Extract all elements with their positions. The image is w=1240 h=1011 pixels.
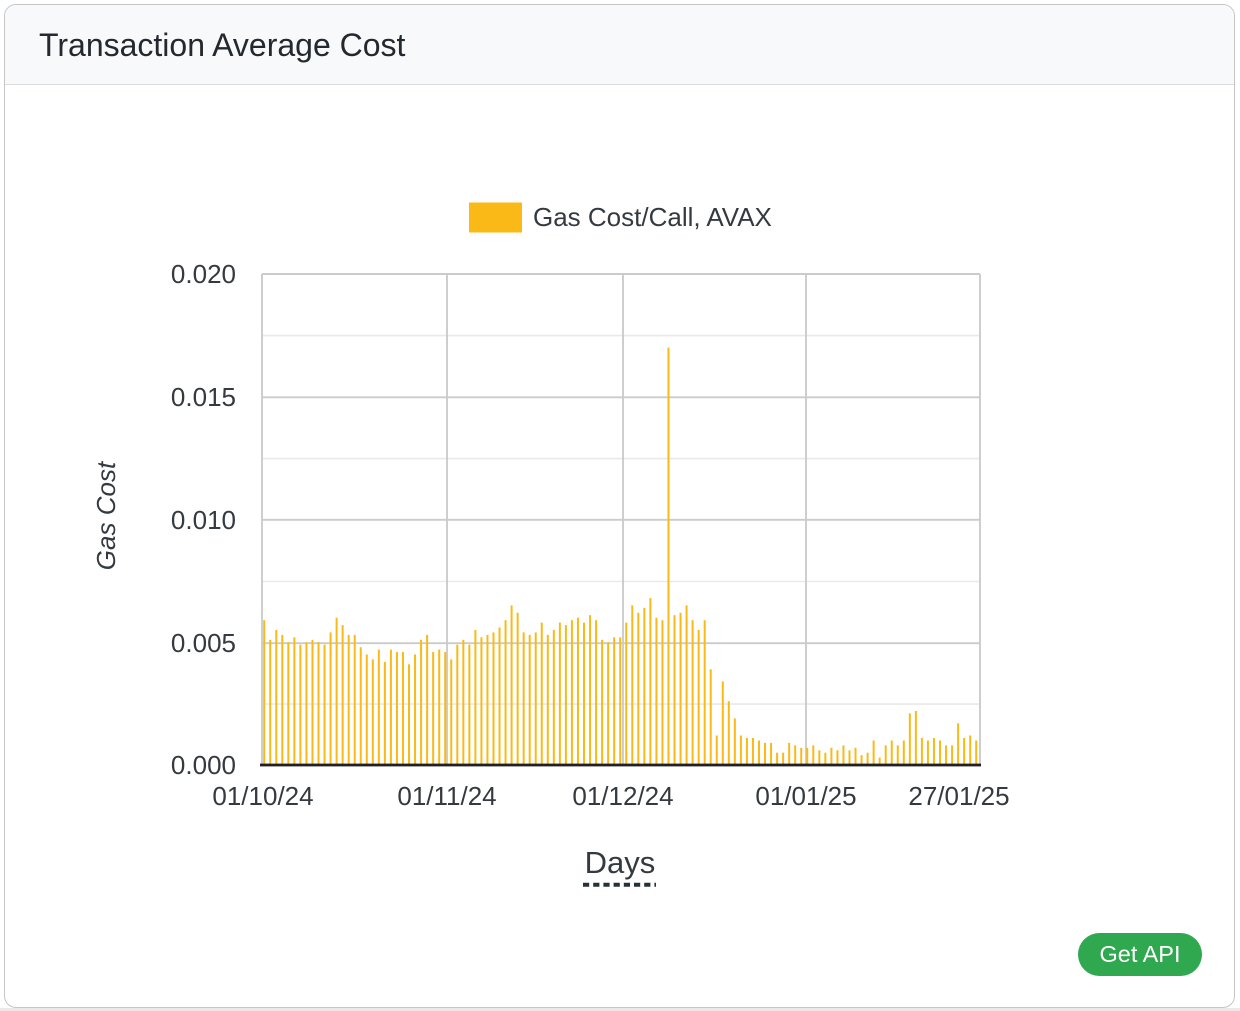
svg-text:0.020: 0.020 xyxy=(171,259,236,289)
svg-text:0.005: 0.005 xyxy=(171,628,236,658)
svg-text:Gas Cost/Call, AVAX: Gas Cost/Call, AVAX xyxy=(533,202,772,232)
svg-text:0.015: 0.015 xyxy=(171,382,236,412)
svg-text:27/01/25: 27/01/25 xyxy=(908,781,1009,811)
svg-text:Gas Cost: Gas Cost xyxy=(91,460,121,570)
svg-text:01/11/24: 01/11/24 xyxy=(397,781,496,811)
svg-text:01/12/24: 01/12/24 xyxy=(572,781,673,811)
svg-text:01/10/24: 01/10/24 xyxy=(212,781,313,811)
svg-text:0.000: 0.000 xyxy=(171,750,236,780)
svg-text:Days: Days xyxy=(585,845,656,880)
svg-text:01/01/25: 01/01/25 xyxy=(755,781,856,811)
svg-text:0.010: 0.010 xyxy=(171,505,236,535)
